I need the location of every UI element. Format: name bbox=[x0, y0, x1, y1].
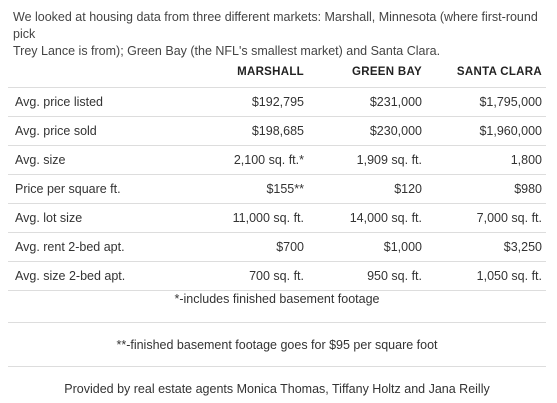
row-label: Avg. size bbox=[8, 145, 188, 175]
header-green-bay: GREEN BAY bbox=[351, 66, 422, 78]
source-credit: Provided by real estate agents Monica Th… bbox=[64, 382, 490, 396]
table-row: Avg. size 2-bed apt. 700 sq. ft. 950 sq.… bbox=[8, 261, 546, 291]
cell-green-bay: 14,000 sq. ft. bbox=[308, 203, 426, 233]
footnote-basement: *-includes finished basement footage bbox=[174, 292, 380, 306]
row-label: Avg. price sold bbox=[8, 116, 188, 146]
row-label: Price per square ft. bbox=[8, 174, 188, 204]
row-label: Avg. size 2-bed apt. bbox=[8, 261, 188, 291]
cell-green-bay: 1,909 sq. ft. bbox=[308, 145, 426, 175]
cell-marshall: $192,795 bbox=[188, 87, 308, 117]
intro-line-2: Trey Lance is from); Green Bay (the NFL'… bbox=[13, 44, 441, 58]
row-label: Avg. lot size bbox=[8, 203, 188, 233]
table-row: Avg. size 2,100 sq. ft.* 1,909 sq. ft. 1… bbox=[8, 145, 546, 175]
table-row: Avg. rent 2-bed apt. $700 $1,000 $3,250 bbox=[8, 232, 546, 262]
row-label: Avg. price listed bbox=[8, 87, 188, 117]
cell-santa-clara: 1,050 sq. ft. bbox=[426, 261, 546, 291]
cell-green-bay: 950 sq. ft. bbox=[308, 261, 426, 291]
cell-santa-clara: $980 bbox=[426, 174, 546, 204]
housing-comparison-table: MARSHALL GREEN BAY SANTA CLARA Avg. pric… bbox=[8, 57, 546, 291]
cell-marshall: $700 bbox=[188, 232, 308, 262]
cell-green-bay: $120 bbox=[308, 174, 426, 204]
cell-marshall: 700 sq. ft. bbox=[188, 261, 308, 291]
cell-santa-clara: $3,250 bbox=[426, 232, 546, 262]
table-header-row: MARSHALL GREEN BAY SANTA CLARA bbox=[8, 57, 546, 88]
cell-marshall: 2,100 sq. ft.* bbox=[188, 145, 308, 175]
table-row: Avg. price sold $198,685 $230,000 $1,960… bbox=[8, 116, 546, 146]
cell-santa-clara: $1,795,000 bbox=[426, 87, 546, 117]
header-label bbox=[8, 57, 188, 88]
row-label: Avg. rent 2-bed apt. bbox=[8, 232, 188, 262]
cell-green-bay: $1,000 bbox=[308, 232, 426, 262]
intro-line-1: We looked at housing data from three dif… bbox=[13, 10, 538, 41]
cell-marshall: $198,685 bbox=[188, 116, 308, 146]
cell-santa-clara: 1,800 bbox=[426, 145, 546, 175]
cell-marshall: 11,000 sq. ft. bbox=[188, 203, 308, 233]
header-marshall: MARSHALL bbox=[237, 66, 304, 78]
table-row: Price per square ft. $155** $120 $980 bbox=[8, 174, 546, 204]
cell-santa-clara: $1,960,000 bbox=[426, 116, 546, 146]
divider bbox=[8, 322, 546, 323]
header-santa-clara: SANTA CLARA bbox=[456, 66, 542, 78]
cell-green-bay: $230,000 bbox=[308, 116, 426, 146]
table-row: Avg. price listed $192,795 $231,000 $1,7… bbox=[8, 87, 546, 117]
cell-green-bay: $231,000 bbox=[308, 87, 426, 117]
cell-santa-clara: 7,000 sq. ft. bbox=[426, 203, 546, 233]
footnote-basement-price: **-finished basement footage goes for $9… bbox=[116, 338, 438, 352]
divider bbox=[8, 366, 546, 367]
table-row: Avg. lot size 11,000 sq. ft. 14,000 sq. … bbox=[8, 203, 546, 233]
cell-marshall: $155** bbox=[188, 174, 308, 204]
intro-text: We looked at housing data from three dif… bbox=[13, 9, 548, 60]
